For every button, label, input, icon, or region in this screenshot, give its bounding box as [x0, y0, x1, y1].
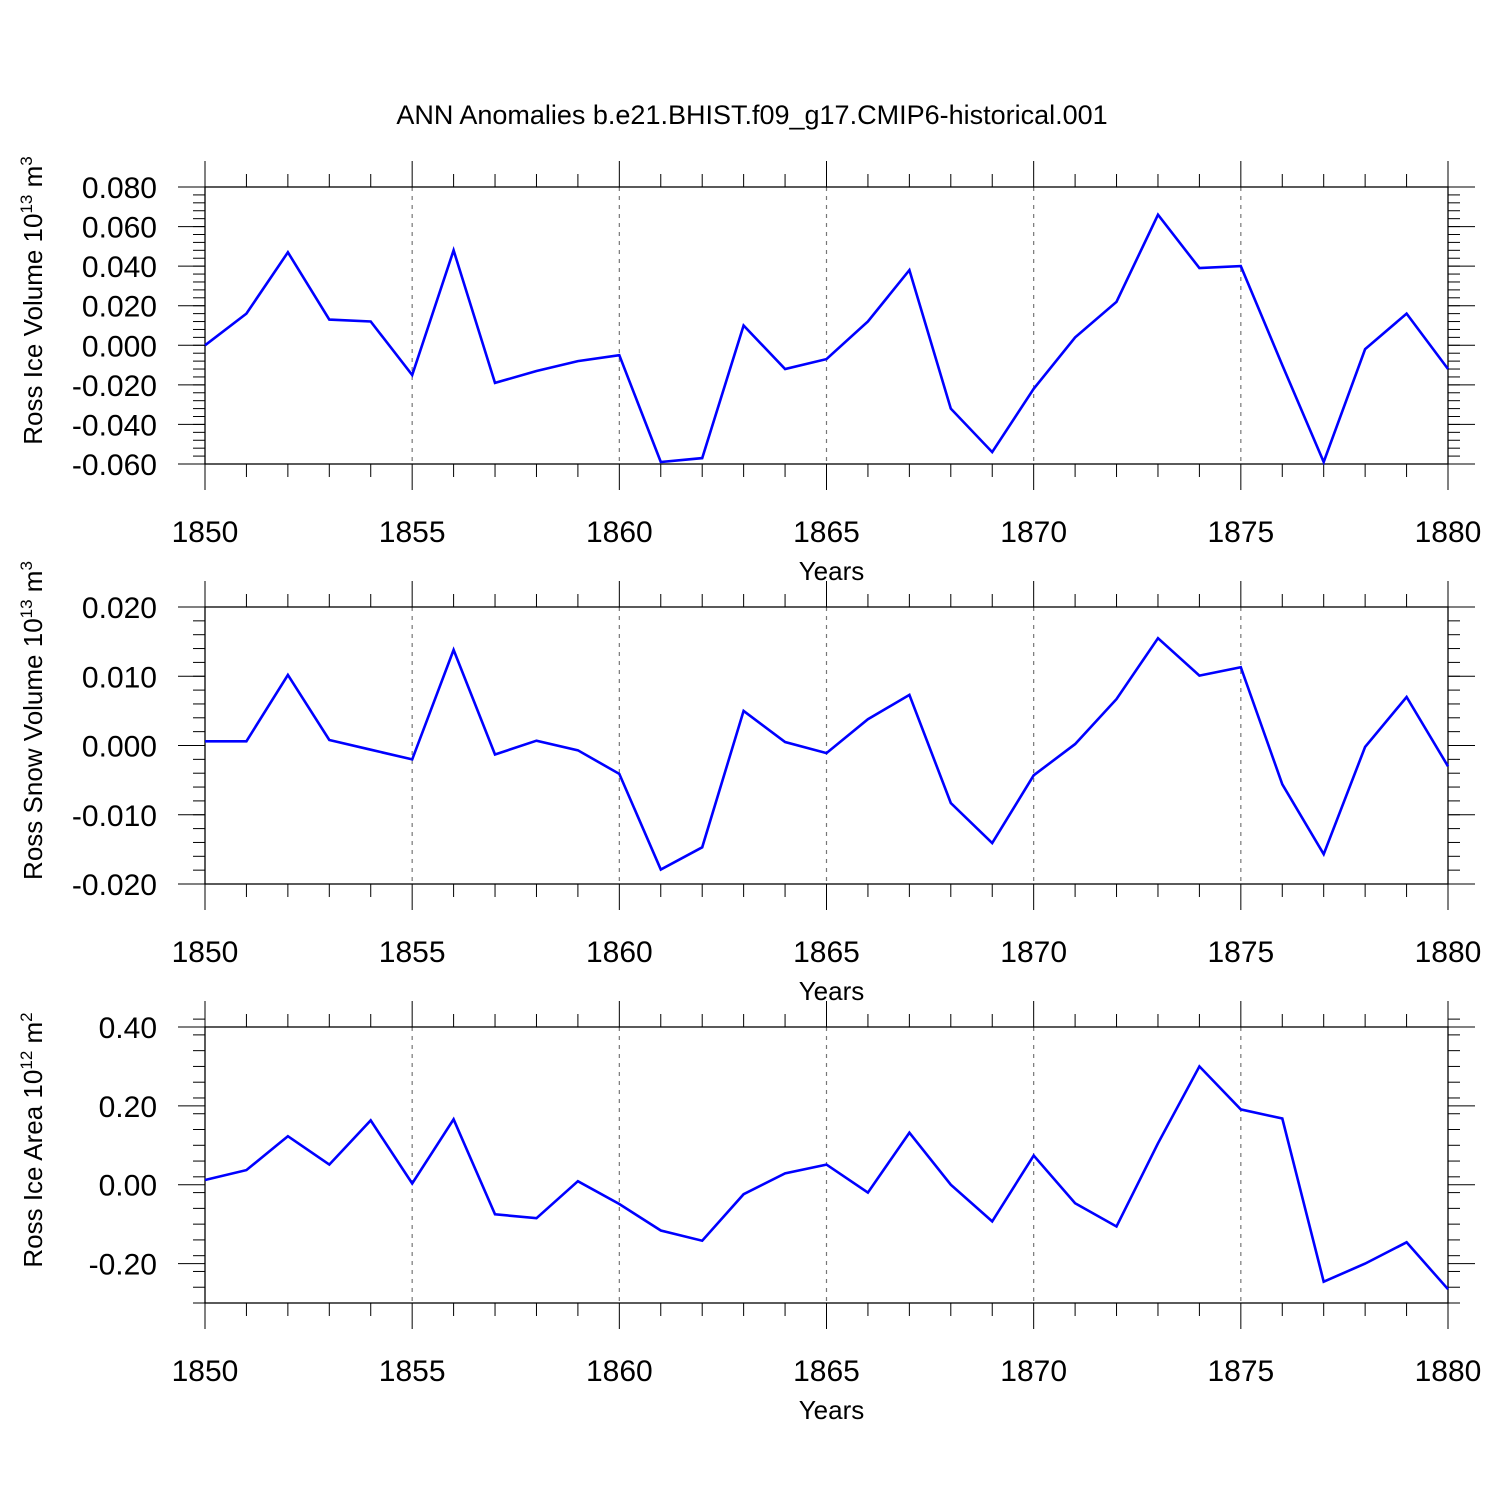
y-axis-label-unit-exponent: 2: [17, 1012, 36, 1021]
y-tick-label: 0.020: [82, 592, 157, 625]
y-tick-label: -0.20: [89, 1249, 157, 1282]
x-tick-label: 1875: [1207, 516, 1274, 549]
y-axis-label-unit-exponent: 3: [17, 156, 36, 165]
y-tick-label: -0.020: [72, 869, 157, 902]
x-tick-label: 1880: [1415, 936, 1482, 969]
x-tick-label: 1880: [1415, 516, 1482, 549]
panel-1: 0.080 0.060 0.040 0.020 0.000 -0.020 -0.040 -0.…: [17, 156, 1481, 586]
y-tick-label: -0.010: [72, 800, 157, 833]
y-axis-label-text: Ross Snow Volume 10: [18, 618, 48, 880]
x-tick-label: 1880: [1415, 1355, 1482, 1388]
y-tick-label: -0.040: [72, 409, 157, 442]
y-tick-label: 0.20: [99, 1091, 157, 1124]
y-tick-label: -0.020: [72, 370, 157, 403]
series-line: [204, 212, 1450, 466]
y-axis-label-text: Ross Ice Area 10: [18, 1070, 48, 1268]
y-axis-label-exponent: 13: [17, 599, 36, 618]
x-tick-label: 1855: [379, 1355, 446, 1388]
series-line: [204, 1064, 1449, 1291]
x-tick-label: 1850: [172, 936, 239, 969]
panels: 0.080 0.060 0.040 0.020 0.000 -0.020 -0.040 -0.…: [17, 156, 1481, 1425]
y-tick-label: 0.020: [82, 291, 157, 324]
x-tick-label: 1865: [793, 516, 860, 549]
x-tick-label: 1870: [1000, 516, 1067, 549]
y-tick-label: 0.000: [82, 330, 157, 363]
y-axis-label: Ross Ice Area 1012 m2: [17, 1012, 48, 1267]
y-tick-label: 0.40: [99, 1012, 157, 1045]
x-tick-label: 1875: [1207, 936, 1274, 969]
x-tick-label: 1850: [172, 1355, 239, 1388]
y-axis-label-unit: m: [18, 1022, 48, 1051]
x-tick-label: 1860: [586, 516, 653, 549]
y-tick-label: 0.010: [82, 661, 157, 694]
x-axis-label: Years: [799, 556, 865, 586]
y-axis-label-exponent: 12: [17, 1051, 36, 1070]
y-tick-label: 0.00: [99, 1170, 157, 1203]
series-line: [205, 636, 1450, 872]
y-axis-label-unit-exponent: 3: [17, 561, 36, 570]
x-tick-label: 1865: [793, 936, 860, 969]
y-axis-label: Ross Ice Volume 1013 m3: [17, 156, 48, 445]
y-axis-label-exponent: 13: [17, 195, 36, 214]
x-tick-label: 1855: [379, 936, 446, 969]
y-tick-label: -0.060: [72, 449, 157, 482]
figure-title: ANN Anomalies b.e21.BHIST.f09_g17.CMIP6-…: [396, 100, 1107, 130]
x-axis-label: Years: [799, 976, 865, 1006]
y-axis-label-unit: m: [18, 166, 48, 195]
panel-2: 0.020 0.010 0.000 -0.010 -0.020 1850 1855 1860 1…: [17, 561, 1481, 1006]
y-axis-label: Ross Snow Volume 1013 m3: [17, 561, 48, 880]
x-tick-label: 1855: [379, 516, 446, 549]
panel-3: 0.40 0.20 0.00 -0.20 1850 1855 1860 1865 1870 187…: [17, 1001, 1481, 1425]
x-tick-label: 1875: [1207, 1355, 1274, 1388]
x-tick-label: 1870: [1000, 936, 1067, 969]
x-tick-label: 1870: [1000, 1355, 1067, 1388]
x-tick-label: 1850: [172, 516, 239, 549]
y-tick-label: 0.060: [82, 212, 157, 245]
x-axis-label: Years: [799, 1395, 865, 1425]
y-axis-label-unit: m: [18, 571, 48, 600]
y-tick-label: 0.000: [82, 731, 157, 764]
x-tick-label: 1865: [793, 1355, 860, 1388]
y-tick-label: 0.080: [82, 172, 157, 205]
y-tick-label: 0.040: [82, 251, 157, 284]
y-axis-label-text: Ross Ice Volume 10: [18, 214, 48, 445]
x-tick-label: 1860: [586, 936, 653, 969]
x-tick-label: 1860: [586, 1355, 653, 1388]
